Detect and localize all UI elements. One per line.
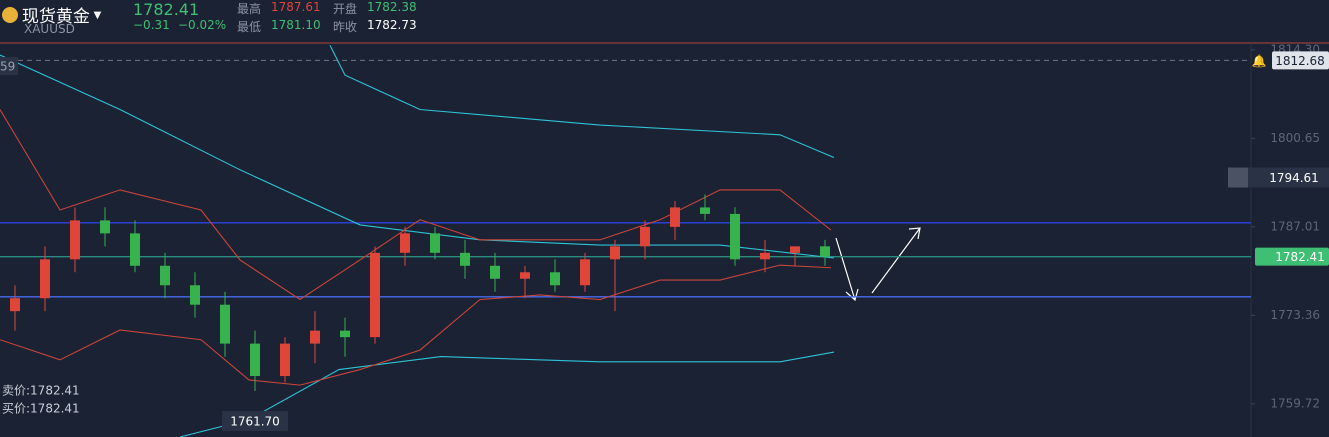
stat-value: 1782.73 [367, 18, 417, 32]
candle-body [550, 272, 560, 286]
indicator-line [0, 264, 832, 386]
stat-value: 1787.61 [271, 0, 321, 14]
candle-body [700, 207, 710, 214]
indicator-line [0, 54, 835, 259]
y-tick-label: 1759.72 [1270, 396, 1320, 410]
candle-body [10, 298, 20, 312]
candle-body [280, 343, 290, 377]
stat-value: 1781.10 [271, 18, 321, 32]
low-marker-label: 1761.70 [230, 414, 280, 428]
candle-body [820, 246, 830, 257]
change: −0.31 [133, 18, 170, 32]
candle-body [250, 343, 260, 377]
dropdown-caret: ▼ [93, 10, 102, 21]
candle-body [70, 220, 80, 260]
price-tag [1272, 51, 1329, 70]
candle-body [220, 304, 230, 344]
low-marker-box [222, 410, 288, 431]
y-tick-label: 1787.01 [1270, 219, 1320, 233]
stat-value: 1782.38 [367, 0, 417, 14]
gold-icon [2, 6, 18, 23]
stat-label: 昨收 [333, 20, 358, 34]
candle-body [730, 213, 740, 260]
y-tick-label: 1773.36 [1270, 308, 1320, 322]
candle-body [190, 285, 200, 305]
bid-ask: 卖价:1782.41 [2, 384, 80, 398]
annotation-arrows [835, 227, 921, 302]
candle-body [40, 259, 50, 299]
candle-body [640, 226, 650, 247]
cut-label: 59 [0, 60, 15, 74]
alert-bell: 🔔 [1252, 54, 1267, 68]
symbol: XAUUSD [24, 22, 75, 36]
price: 1782.41 [133, 0, 200, 19]
stat-label: 最高 [237, 2, 262, 16]
candle-body [460, 252, 470, 266]
candle-body [130, 233, 140, 266]
candle-body [760, 252, 770, 260]
alert-label: 1794.61 [1269, 171, 1319, 185]
candle-body [160, 265, 170, 286]
candle-body [790, 246, 800, 253]
price-tag-label: 1812.68 [1275, 54, 1325, 68]
candle-body [310, 330, 320, 344]
candle-body [580, 259, 590, 286]
candle-body [430, 233, 440, 253]
candle-body [400, 233, 410, 253]
y-tick-label: 1800.65 [1270, 131, 1320, 145]
candle-body [670, 207, 680, 227]
candle-body [340, 330, 350, 338]
alert-icon-bg [1228, 167, 1248, 188]
symbol-block[interactable]: 现货黄金 ▼ [2, 2, 101, 27]
candle-body [490, 265, 500, 279]
candle-body [610, 246, 620, 260]
cut-label-box [0, 57, 18, 75]
indicator-line [329, 45, 835, 158]
price-tag [1255, 247, 1329, 266]
stat-label: 开盘 [333, 2, 358, 16]
candle-body [370, 252, 380, 338]
candle-body [100, 220, 110, 234]
alert-tag [1228, 167, 1329, 188]
candle-body [520, 272, 530, 279]
indicator-line [0, 109, 832, 301]
bid-ask: 买价:1782.41 [2, 402, 80, 416]
price-tag-label: 1782.41 [1275, 250, 1325, 264]
stat-label: 最低 [237, 20, 262, 34]
change-pct: −0.02% [178, 18, 227, 32]
title: 现货黄金 [21, 7, 90, 27]
